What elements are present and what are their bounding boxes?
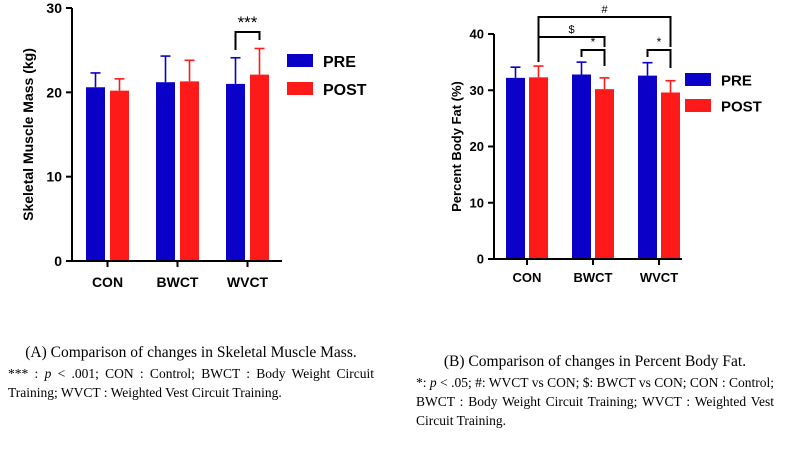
y-tick-label: 40 [470,27,484,42]
caption-b-p: p [429,375,437,390]
caption-b: (B) Comparison of changes in Percent Bod… [416,352,774,430]
significance-bracket-bwct-vs-con-label: $ [568,24,574,36]
y-tick-label: 20 [470,139,484,154]
bar-pre-bwct [156,82,175,261]
x-tick-label: WVCT [227,274,269,290]
bar-pre-bwct [572,74,591,259]
caption-b-sep: : [422,375,430,390]
legend-swatch-pre [685,73,711,86]
caption-b-rest: < .05; #: WVCT vs CON; $: BWCT vs CON; C… [416,375,774,428]
caption-b-note: *: p < .05; #: WVCT vs CON; $: BWCT vs C… [416,373,774,430]
significance-bracket-wvct-label: * [657,35,662,49]
x-tick-label: BWCT [157,274,199,290]
bar-post-bwct [180,81,199,262]
bar-post-wvct [250,74,269,261]
significance-bracket-wvct [234,31,261,50]
legend-label-pre: PRE [721,72,752,89]
legend-swatch-post [685,99,711,112]
caption-a: (A) Comparison of changes in Skeletal Mu… [8,343,374,402]
legend-swatch-post [287,82,313,95]
bar-pre-wvct [226,83,245,262]
bar-post-bwct [595,89,614,259]
caption-a-note: *** : p < .001; CON : Control; BWCT : Bo… [8,364,374,402]
legend-label-pre: PRE [323,54,356,71]
x-tick-label: BWCT [574,270,613,285]
y-tick-label: 10 [46,169,62,185]
caption-a-title: (A) Comparison of changes in Skeletal Mu… [25,344,357,361]
bar-pre-con [86,87,105,261]
y-tick-label: 20 [46,84,62,100]
bar-pre-con [506,77,525,259]
caption-a-mark: *** [8,366,29,381]
legend-swatch-pre [287,54,313,67]
chart-percent-body-fat: 0 10 20 30 40 CON BWCT WVCT Percent Body Fat (%)… [449,4,762,285]
significance-bracket-wvct-vs-con [537,16,672,47]
caption-b-mark: * [416,375,423,390]
x-tick-label: CON [92,274,123,290]
significance-bracket-wvct-label: *** [238,13,258,32]
significance-bracket-bwct-vs-con [537,36,606,62]
y-axis-label: Percent Body Fat (%) [449,81,464,212]
bar-pre-wvct [638,75,657,259]
y-tick-label: 10 [470,195,484,210]
y-axis-label: Skeletal Muscle Mass (kg) [20,48,36,221]
legend-label-post: POST [323,82,367,99]
y-tick-label: 30 [470,83,484,98]
caption-a-rest: < .001; CON : Control; BWCT : Body Weigh… [8,366,374,400]
bar-post-con [529,77,548,259]
legend-label-post: POST [721,98,762,115]
caption-a-p: p [44,366,52,381]
caption-b-title: (B) Comparison of changes in Percent Bod… [443,353,747,370]
significance-bracket-bwct-label: * [591,35,596,49]
caption-a-sep: : [28,366,45,381]
significance-bracket-bwct [580,49,606,66]
significance-bracket-wvct-vs-con-label: # [601,4,608,16]
y-tick-label: 30 [46,0,62,16]
y-tick-label: 0 [54,253,62,269]
bar-post-wvct [661,92,680,259]
y-tick-label: 0 [477,252,484,267]
x-tick-label: CON [513,270,542,285]
x-tick-label: WVCT [640,270,678,285]
chart-skeletal-muscle-mass: 0 10 20 30 CON BWCT WVCT Skeletal Muscle Mass (… [20,0,367,290]
significance-bracket-wvct [646,49,672,68]
bar-post-con [110,90,129,261]
